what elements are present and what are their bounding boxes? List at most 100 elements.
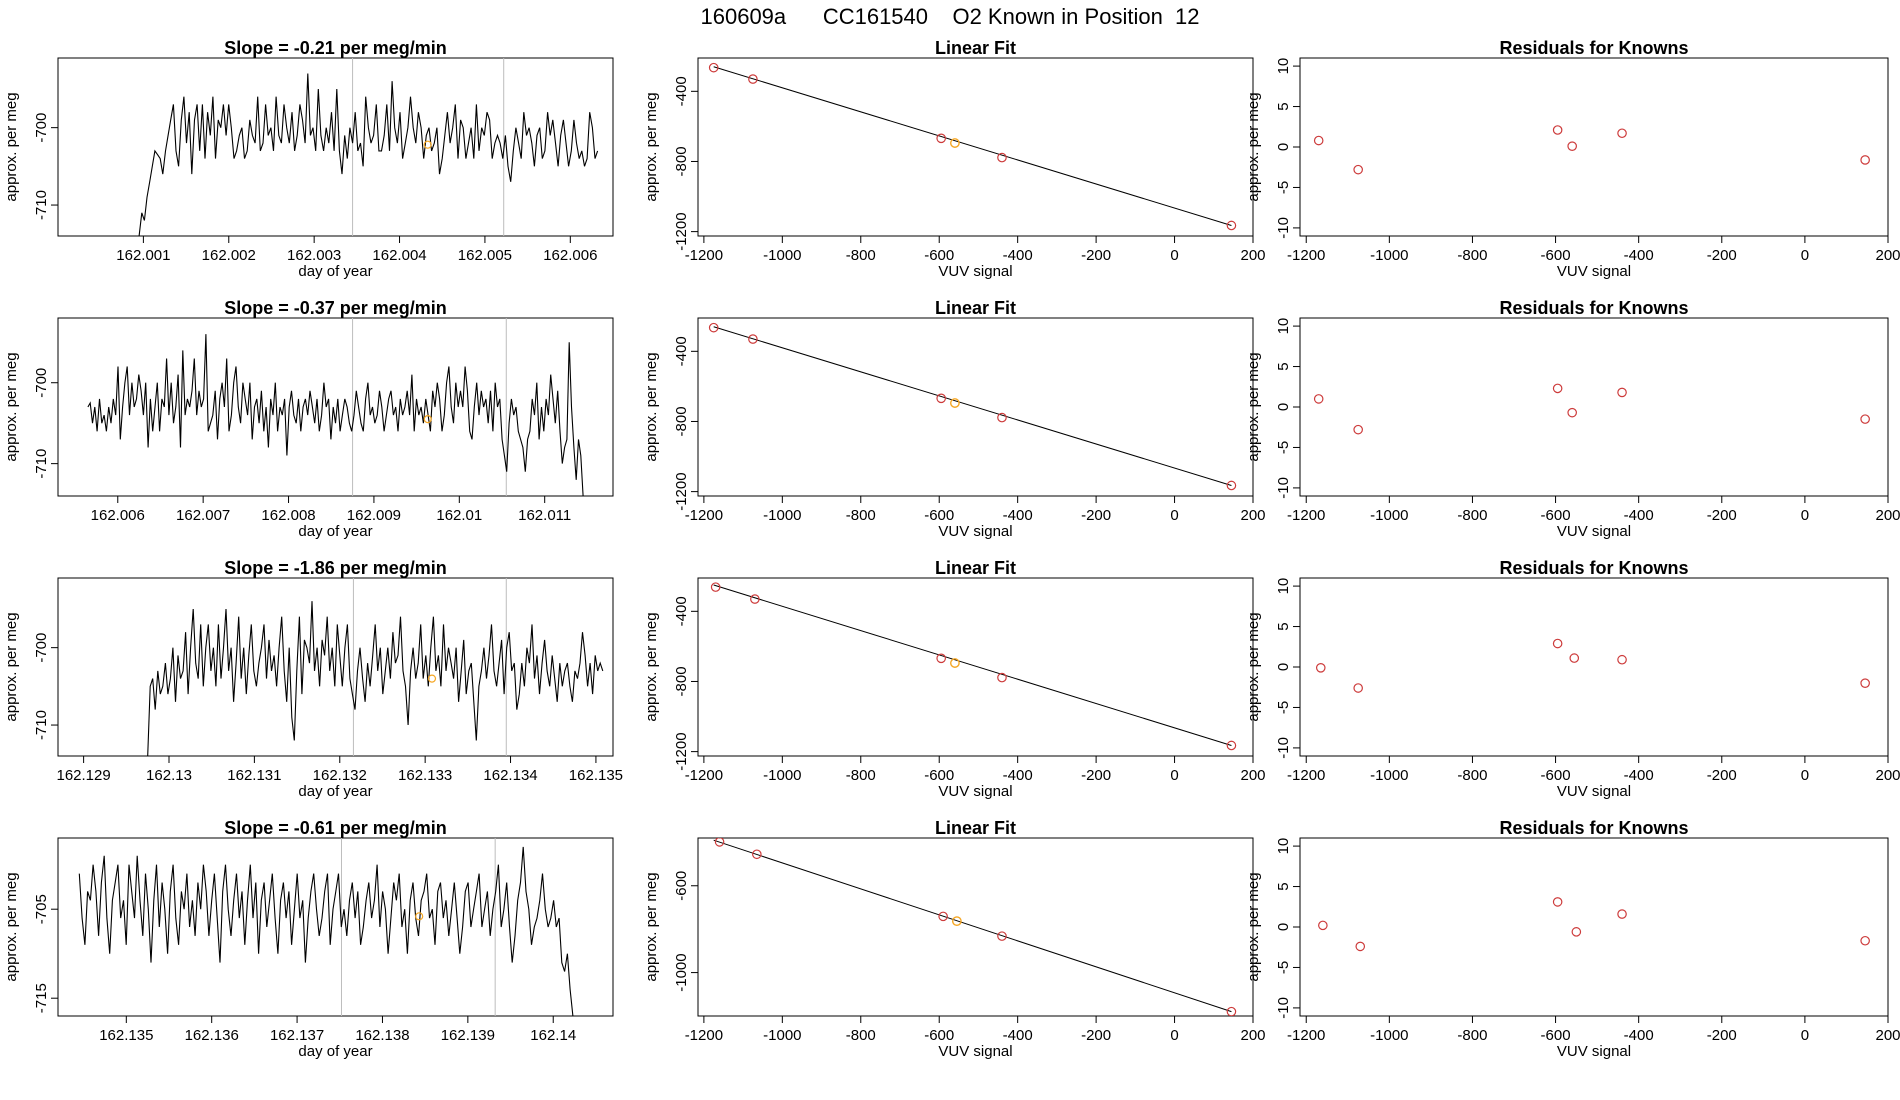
known-point [936, 393, 946, 404]
known-point [1353, 683, 1363, 693]
y-tick-label: 5 [1275, 102, 1292, 110]
y-axis-label: approx. per meg [3, 352, 20, 461]
known-point [752, 849, 762, 860]
x-tick-label: 162.13 [146, 767, 192, 784]
known-point [1617, 909, 1627, 919]
x-tick-label: 200 [1875, 1027, 1900, 1044]
y-tick-label: -1200 [673, 732, 690, 770]
y-axis-label: approx. per meg [1245, 612, 1262, 721]
x-tick-label: -200 [1081, 767, 1111, 784]
chart-title: Slope = -0.21 per meg/min [224, 38, 447, 58]
x-tick-label: -400 [1624, 507, 1654, 524]
x-tick-label: 200 [1875, 767, 1900, 784]
x-tick-label: -200 [1707, 247, 1737, 264]
y-tick-label: -715 [33, 983, 50, 1013]
x-tick-label: 0 [1170, 1027, 1178, 1044]
y-tick-label: -10 [1275, 737, 1292, 759]
y-tick-label: 5 [1275, 622, 1292, 630]
fit-line [713, 584, 1232, 746]
known-point [1313, 394, 1324, 404]
known-point [1226, 480, 1237, 491]
plot-area [710, 582, 1237, 751]
known-point [710, 582, 721, 592]
plot-frame [697, 57, 1254, 237]
sample-mean-point [423, 140, 432, 149]
x-tick-label: 0 [1801, 1027, 1809, 1044]
x-tick-label: 162.138 [355, 1027, 409, 1044]
known-point [1355, 941, 1366, 952]
x-axis-label: day of year [298, 783, 372, 800]
x-tick-label: -400 [1003, 507, 1033, 524]
x-tick-label: -800 [1457, 247, 1487, 264]
y-tick-label: -710 [33, 449, 50, 479]
trace-line [78, 846, 574, 1016]
plot-area [87, 318, 584, 496]
x-tick-label: -600 [924, 1027, 954, 1044]
x-tick-label: -800 [846, 1027, 876, 1044]
x-tick-label: -800 [846, 247, 876, 264]
y-axis-label: approx. per meg [1245, 352, 1262, 461]
x-tick-label: -1200 [1287, 767, 1325, 784]
x-tick-label: -1200 [685, 1027, 723, 1044]
plot-frame [57, 577, 614, 757]
y-tick-label: 0 [1275, 663, 1292, 671]
known-point [1226, 740, 1237, 751]
known-point [1860, 678, 1870, 688]
plot-area [147, 578, 604, 756]
y-tick-label: -400 [673, 76, 690, 106]
y-axis-label: approx. per meg [643, 612, 660, 721]
x-tick-label: 162.134 [483, 767, 537, 784]
x-tick-label: -800 [1457, 767, 1487, 784]
known-point [1569, 653, 1580, 663]
y-tick-label: 10 [1275, 578, 1292, 595]
y-tick-label: -5 [1275, 181, 1292, 194]
y-tick-label: -10 [1275, 217, 1292, 239]
x-tick-label: 162.135 [99, 1027, 153, 1044]
plot-frame [697, 837, 1254, 1017]
y-axis-label: approx. per meg [3, 92, 20, 201]
x-tick-label: -1000 [763, 767, 801, 784]
sample-mean-point [415, 912, 424, 921]
known-point [1552, 125, 1563, 135]
plot-frame [57, 837, 614, 1017]
y-tick-label: 5 [1275, 362, 1292, 370]
x-tick-label: 162.137 [270, 1027, 324, 1044]
x-tick-label: 200 [1875, 247, 1900, 264]
x-tick-label: 162.004 [372, 247, 426, 264]
x-tick-label: -600 [924, 247, 954, 264]
y-tick-label: -10 [1275, 997, 1292, 1019]
x-tick-label: 0 [1170, 767, 1178, 784]
chart-panel-4: Linear Fit -1200 -1000 -800 -600 -400 -200 0 200… [643, 298, 1266, 540]
plot-area [78, 838, 574, 1016]
x-tick-label: -200 [1707, 507, 1737, 524]
x-tick-label: 0 [1801, 507, 1809, 524]
x-tick-label: -800 [846, 767, 876, 784]
known-point [1226, 1006, 1237, 1016]
known-point [1552, 638, 1563, 649]
x-tick-label: 162.009 [347, 507, 401, 524]
x-tick-label: 162.133 [398, 767, 452, 784]
x-axis-label: VUV signal [1557, 783, 1631, 800]
y-axis-label: approx. per meg [3, 872, 20, 981]
x-axis-label: VUV signal [938, 263, 1012, 280]
chart-panel-5: Residuals for Knowns-1200 -1000 -800 -600 -4… [1245, 298, 1900, 540]
x-tick-label: -400 [1624, 247, 1654, 264]
plot-area [138, 58, 599, 236]
x-tick-label: 162.129 [56, 767, 110, 784]
x-tick-label: 162.14 [530, 1027, 576, 1044]
plot-frame [57, 57, 614, 237]
x-tick-label: 162.136 [185, 1027, 239, 1044]
x-tick-label: -600 [1541, 767, 1571, 784]
x-tick-label: -1200 [1287, 247, 1325, 264]
x-tick-label: -200 [1081, 1027, 1111, 1044]
y-tick-label: -800 [673, 666, 690, 696]
x-tick-label: -1200 [685, 507, 723, 524]
y-tick-label: -400 [673, 596, 690, 626]
chart-title: Linear Fit [935, 38, 1016, 58]
x-tick-label: 162.135 [569, 767, 623, 784]
chart-title: Residuals for Knowns [1499, 558, 1688, 578]
x-tick-label: 0 [1170, 247, 1178, 264]
x-axis-label: VUV signal [1557, 263, 1631, 280]
plot-frame [57, 317, 614, 497]
known-point [1567, 141, 1577, 151]
